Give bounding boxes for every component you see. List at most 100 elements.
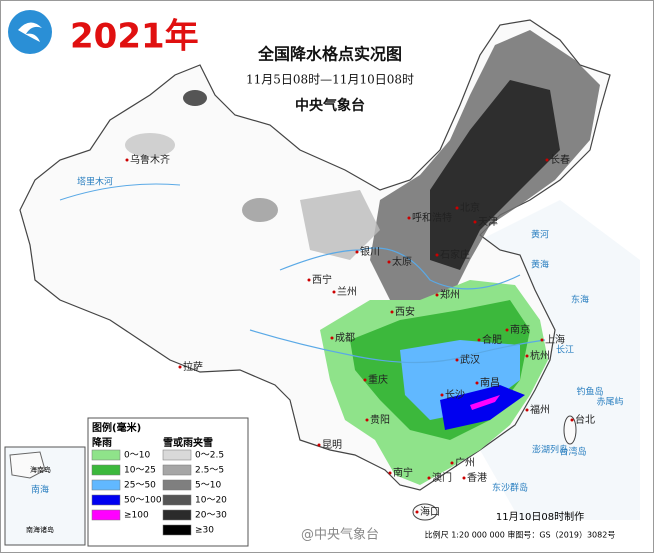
city-label: 杭州 bbox=[530, 349, 550, 362]
city: 福州 bbox=[525, 403, 550, 416]
rain-area-extreme bbox=[470, 395, 500, 410]
city-dot bbox=[570, 418, 574, 422]
city: 合肥 bbox=[477, 333, 502, 346]
city-dot bbox=[178, 365, 182, 369]
logo bbox=[8, 10, 52, 54]
taiwan bbox=[563, 415, 577, 445]
city-label: 天津 bbox=[478, 216, 498, 228]
legend-swatch bbox=[162, 449, 192, 461]
city: 南京 bbox=[505, 323, 530, 336]
city-label: 石家庄 bbox=[440, 248, 470, 261]
city-dot bbox=[440, 393, 444, 397]
map-title: 全国降水格点实况图 bbox=[257, 45, 402, 64]
city-label: 银川 bbox=[360, 245, 380, 258]
city-label: 重庆 bbox=[368, 373, 388, 386]
city-dot bbox=[505, 328, 509, 332]
city: 石家庄 bbox=[435, 248, 470, 261]
city-label: 武汉 bbox=[460, 353, 480, 366]
city-label: 海口 bbox=[420, 505, 440, 518]
city-dot bbox=[387, 260, 391, 264]
city-dot bbox=[388, 471, 392, 475]
city-dot bbox=[332, 290, 336, 294]
geo-label: 台湾岛 bbox=[559, 446, 586, 458]
agency: 中央气象台 bbox=[295, 97, 365, 114]
city-label: 北京 bbox=[460, 201, 480, 214]
city-dot bbox=[415, 510, 419, 514]
heavy-snow-area bbox=[430, 80, 560, 270]
city-dot bbox=[365, 418, 369, 422]
city: 兰州 bbox=[332, 285, 357, 298]
city-dot bbox=[473, 220, 477, 224]
city-label: 西宁 bbox=[312, 273, 332, 286]
inset: 海南岛 南海 南海诸岛 bbox=[4, 446, 86, 546]
city-label: 兰州 bbox=[337, 285, 357, 298]
legend-swatch bbox=[91, 464, 121, 476]
legend-heading: 雪或雨夹雪 bbox=[163, 436, 213, 449]
city: 南宁 bbox=[388, 466, 413, 479]
city: 银川 bbox=[355, 245, 380, 258]
city-dot bbox=[525, 354, 529, 358]
geo-label: 澎湖列岛 bbox=[532, 444, 568, 456]
city: 乌鲁木齐 bbox=[125, 153, 170, 166]
city-label: 长沙 bbox=[445, 389, 465, 401]
legend-title: 图例(毫米) bbox=[92, 421, 141, 434]
city: 海口 bbox=[415, 505, 440, 518]
city: 南昌 bbox=[475, 376, 500, 389]
city-dot bbox=[455, 358, 459, 362]
logo-mark bbox=[18, 22, 42, 42]
geo-label: 东沙群岛 bbox=[492, 482, 528, 494]
city-dot bbox=[435, 293, 439, 297]
river bbox=[279, 247, 521, 290]
legend-swatch bbox=[91, 509, 121, 521]
city-dot bbox=[475, 381, 479, 385]
legend-label: 10～25 bbox=[124, 466, 156, 476]
city-dot bbox=[545, 158, 549, 162]
legend-swatch bbox=[162, 494, 192, 506]
geo-label: 黄海 bbox=[531, 259, 549, 271]
rain-area-storm bbox=[440, 385, 525, 430]
geo-label: 塔里木河 bbox=[77, 176, 113, 188]
city: 杭州 bbox=[525, 349, 550, 362]
geo-label: 赤尾屿 bbox=[596, 397, 623, 408]
inset-label: 海南岛 bbox=[30, 465, 51, 474]
legend-swatch bbox=[91, 449, 121, 461]
city: 太原 bbox=[387, 255, 412, 268]
inset-box bbox=[4, 446, 86, 546]
legend-swatch bbox=[91, 494, 121, 506]
legend-label: 10～20 bbox=[195, 496, 227, 506]
city-label: 合肥 bbox=[482, 333, 502, 346]
legend-label: 25～50 bbox=[124, 481, 156, 491]
city-dot bbox=[540, 338, 544, 342]
legend-label: ≥100 bbox=[124, 511, 149, 521]
city-dot bbox=[307, 278, 311, 282]
city-dot bbox=[125, 158, 129, 162]
legend-swatch bbox=[162, 479, 192, 491]
city-label: 南昌 bbox=[480, 376, 500, 389]
city-dot bbox=[525, 408, 529, 412]
legend-swatch bbox=[91, 479, 121, 491]
city: 昆明 bbox=[317, 439, 342, 451]
legend: 图例(毫米) 降雨 雪或雨夹雪 0～10 10～25 25～50 50～100 ≥100… bbox=[87, 417, 249, 547]
city-label: 昆明 bbox=[322, 439, 342, 451]
city-label: 福州 bbox=[530, 403, 550, 416]
city: 呼和浩特 bbox=[407, 212, 452, 224]
city-dot bbox=[363, 378, 367, 382]
hainan bbox=[412, 503, 438, 521]
geo-label: 长江 bbox=[556, 344, 574, 356]
city-dot bbox=[455, 206, 459, 210]
city-label: 长春 bbox=[550, 154, 570, 166]
city: 天津 bbox=[473, 216, 498, 228]
city: 成都 bbox=[330, 332, 355, 344]
city-dot bbox=[427, 476, 431, 480]
legend-label: 50～100 bbox=[124, 496, 162, 506]
geo-label: 黄河 bbox=[531, 229, 549, 241]
city: 长沙 bbox=[440, 389, 465, 401]
city-label: 郑州 bbox=[440, 288, 460, 301]
city: 西安 bbox=[390, 305, 415, 318]
city: 西宁 bbox=[307, 273, 332, 286]
city: 广州 bbox=[450, 457, 475, 469]
geo-label: 钓鱼岛 bbox=[576, 386, 603, 398]
inset-land bbox=[9, 451, 46, 479]
city-label: 拉萨 bbox=[183, 360, 203, 373]
